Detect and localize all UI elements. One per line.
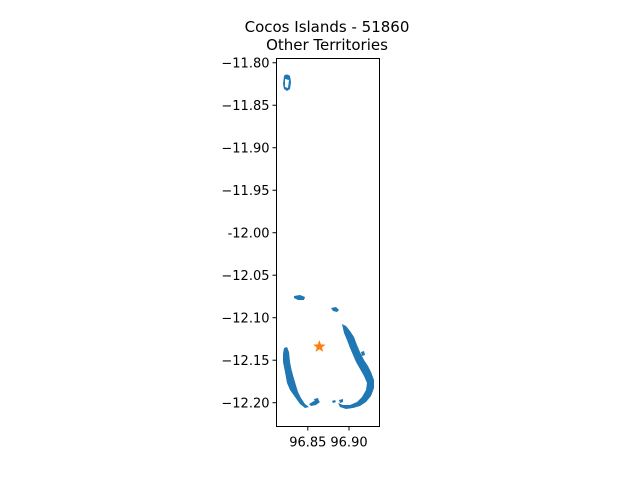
y-axis: −11.80 −11.85 −11.90 −11.95 -12.00 −12.05 −12.… <box>221 57 277 412</box>
y-tick-label: -12.00 <box>228 227 270 242</box>
islet-south-west <box>314 398 319 402</box>
islet-south-center <box>332 400 336 403</box>
y-tick-label: −11.90 <box>221 142 269 157</box>
plot-area <box>276 58 380 427</box>
x-axis: 96.85 96.90 <box>289 426 368 451</box>
x-tick-label: 96.85 <box>289 436 326 451</box>
island-west <box>283 347 309 408</box>
location-star-marker <box>313 340 326 352</box>
marker-layer <box>313 340 326 352</box>
y-tick-label: −12.10 <box>221 312 269 327</box>
chart-title-line1: Cocos Islands - 51860 <box>245 18 410 36</box>
axes-frame <box>276 58 380 427</box>
island-south-rim <box>309 400 320 406</box>
y-tick-label: −11.80 <box>221 57 269 72</box>
islet-south-east <box>339 399 343 403</box>
y-tick-label: −12.15 <box>221 354 269 369</box>
island-horsburgh <box>294 295 305 300</box>
island-east-rim <box>338 324 374 409</box>
island-direction <box>331 307 339 312</box>
islet-west-small <box>288 371 293 378</box>
island-north-keeling <box>283 74 291 91</box>
y-tick-label: −11.95 <box>221 184 269 199</box>
islet-east-2 <box>353 340 355 343</box>
y-tick-label: −11.85 <box>221 99 269 114</box>
chart-title-line2: Other Territories <box>266 36 388 54</box>
y-tick-label: −12.20 <box>221 397 269 412</box>
y-tick-label: −12.05 <box>221 269 269 284</box>
islet-east-1 <box>361 351 365 356</box>
x-tick-label: 96.90 <box>330 436 367 451</box>
